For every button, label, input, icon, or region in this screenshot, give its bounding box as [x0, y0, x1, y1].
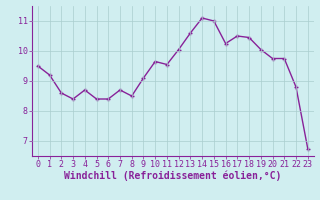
X-axis label: Windchill (Refroidissement éolien,°C): Windchill (Refroidissement éolien,°C) — [64, 171, 282, 181]
